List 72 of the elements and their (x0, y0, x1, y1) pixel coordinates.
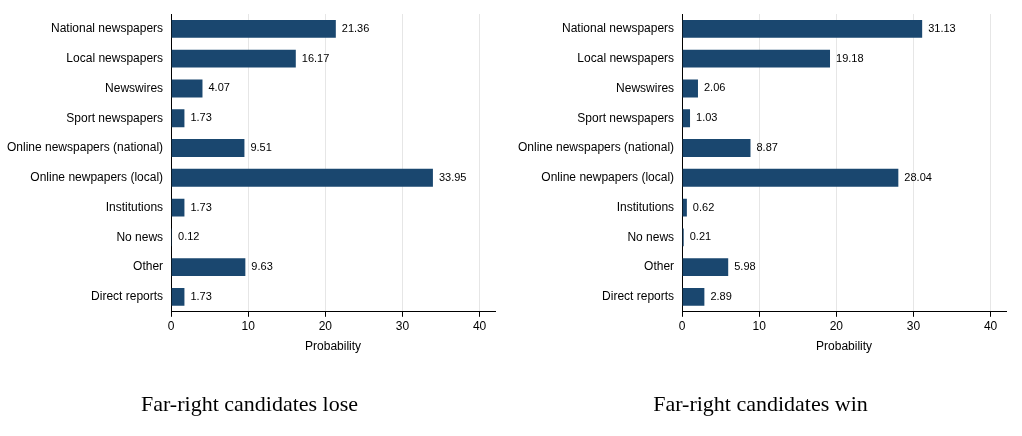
x-axis-title: Probability (305, 338, 362, 353)
x-tick-label: 0 (167, 319, 175, 334)
bar (171, 109, 185, 128)
data-label: 0.62 (692, 200, 715, 213)
y-tick-label: Sport newspapers (577, 110, 675, 125)
data-label: 0.21 (689, 230, 712, 243)
bar (171, 198, 185, 217)
data-label: 2.89 (710, 289, 732, 302)
x-tick-label: 30 (906, 319, 921, 334)
bar (682, 287, 705, 306)
data-label: 1.73 (190, 289, 212, 302)
data-label: 2.06 (703, 81, 726, 94)
y-tick-label: Newswires (616, 80, 675, 95)
data-label: 31.13 (928, 21, 956, 34)
bar (682, 49, 831, 68)
y-tick-label: Other (644, 259, 675, 274)
bar (682, 198, 687, 217)
x-tick-label: 30 (395, 319, 410, 334)
y-tick-label: Direct reports (602, 289, 675, 304)
data-label: 16.17 (301, 51, 330, 64)
bar (171, 19, 336, 38)
bar (171, 139, 245, 157)
data-label: 9.63 (251, 260, 273, 273)
bar (171, 287, 185, 306)
x-axis-title: Probability (816, 338, 873, 353)
bar (171, 168, 433, 187)
text: Far-right candidates win (653, 390, 868, 416)
y-tick-label: Local newspapers (66, 50, 164, 65)
data-label: 9.51 (250, 141, 272, 154)
bar (682, 168, 899, 187)
y-tick-label: Institutions (616, 199, 675, 214)
bar (171, 258, 246, 277)
bar (682, 19, 923, 38)
data-label: 1.73 (190, 200, 212, 213)
x-tick-label: 0 (678, 319, 686, 334)
x-tick-label: 20 (829, 319, 844, 334)
y-tick-label: Sport newspapers (66, 110, 164, 125)
bar (171, 79, 203, 98)
data-label: 19.18 (836, 51, 864, 64)
bar (171, 49, 296, 68)
y-tick-label: Online newpapers (local) (541, 170, 675, 185)
bar (682, 258, 729, 277)
data-label: 1.03 (696, 111, 718, 124)
data-label: 1.73 (190, 111, 212, 124)
data-label: 8.87 (756, 141, 778, 154)
y-tick-label: Institutions (105, 199, 164, 214)
y-tick-label: Online newspapers (national) (517, 140, 675, 155)
data-label: 0.12 (178, 230, 200, 243)
y-tick-label: Other (133, 259, 164, 274)
y-tick-label: No news (116, 229, 164, 244)
y-tick-label: National newspapers (562, 21, 675, 36)
text: Far-right candidates lose (140, 390, 359, 416)
data-label: 28.04 (904, 170, 932, 183)
bar (682, 109, 691, 128)
y-tick-label: Direct reports (91, 289, 164, 304)
data-label: 21.36 (341, 21, 370, 34)
y-tick-label: Online newpapers (local) (30, 170, 164, 185)
data-label: 5.98 (734, 260, 756, 273)
x-tick-label: 40 (983, 319, 998, 334)
x-tick-label: 10 (752, 319, 767, 334)
y-tick-label: National newspapers (51, 21, 164, 36)
bar (682, 79, 698, 98)
x-tick-label: 40 (472, 319, 487, 334)
y-tick-label: Newswires (105, 80, 164, 95)
y-tick-label: Online newspapers (national) (6, 140, 164, 155)
y-tick-label: No news (627, 229, 675, 244)
y-tick-label: Local newspapers (577, 50, 675, 65)
bar (682, 139, 751, 157)
x-tick-label: 10 (241, 319, 256, 334)
x-tick-label: 20 (318, 319, 333, 334)
data-label: 33.95 (438, 170, 467, 183)
data-label: 4.07 (208, 81, 230, 94)
